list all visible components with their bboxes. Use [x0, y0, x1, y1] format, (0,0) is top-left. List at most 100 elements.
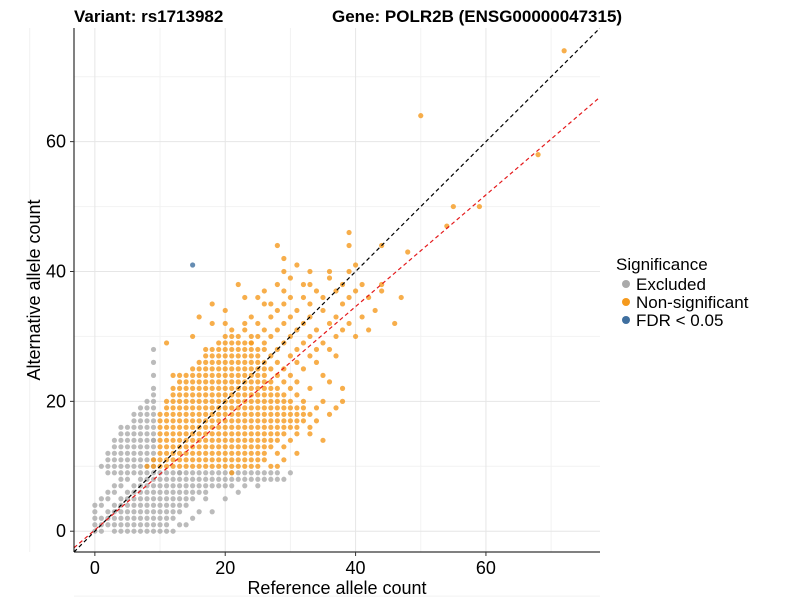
point-non-significant	[307, 424, 313, 430]
point-excluded	[287, 470, 293, 476]
point-non-significant	[294, 346, 300, 353]
point-excluded	[150, 411, 157, 417]
point-non-significant	[261, 411, 267, 417]
point-non-significant	[248, 450, 254, 456]
point-non-significant	[287, 418, 293, 424]
point-non-significant	[268, 463, 274, 469]
point-non-significant	[287, 405, 293, 411]
point-non-significant	[183, 457, 189, 463]
point-excluded	[131, 411, 137, 417]
point-excluded	[176, 476, 183, 482]
y-tick-label: 60	[46, 132, 66, 152]
point-non-significant	[163, 418, 170, 424]
point-non-significant	[248, 437, 254, 443]
point-non-significant	[190, 405, 196, 411]
point-excluded	[235, 470, 241, 476]
point-non-significant	[274, 418, 280, 424]
point-excluded	[118, 450, 124, 456]
point-excluded	[111, 502, 118, 508]
point-excluded	[105, 470, 111, 476]
point-non-significant	[235, 359, 241, 365]
identity-line	[74, 28, 600, 552]
point-excluded	[157, 496, 163, 502]
point-non-significant	[216, 366, 222, 372]
point-non-significant	[222, 366, 228, 372]
point-non-significant	[359, 281, 365, 288]
point-non-significant	[176, 463, 183, 469]
legend-key-excluded	[622, 280, 630, 288]
point-excluded	[131, 470, 137, 476]
point-non-significant	[170, 444, 176, 450]
point-excluded	[203, 496, 209, 502]
point-non-significant	[450, 203, 456, 210]
point-excluded	[118, 496, 124, 502]
point-non-significant	[372, 307, 378, 314]
point-excluded	[222, 470, 228, 476]
point-non-significant	[196, 444, 202, 450]
y-tick-label: 0	[56, 521, 66, 541]
point-non-significant	[235, 444, 241, 450]
point-excluded	[144, 444, 150, 450]
point-non-significant	[242, 450, 248, 456]
point-non-significant	[339, 385, 346, 391]
point-excluded	[157, 509, 163, 515]
point-excluded	[137, 515, 144, 521]
point-non-significant	[242, 366, 248, 372]
point-non-significant	[216, 379, 222, 385]
point-excluded	[111, 528, 118, 534]
point-non-significant	[203, 450, 209, 456]
point-non-significant	[242, 392, 248, 398]
point-non-significant	[242, 431, 248, 437]
point-non-significant	[274, 398, 280, 404]
point-non-significant	[216, 346, 222, 353]
point-excluded	[137, 457, 144, 463]
point-excluded	[150, 424, 157, 430]
point-excluded	[124, 431, 131, 437]
point-non-significant	[170, 431, 176, 437]
point-excluded	[268, 476, 274, 482]
point-excluded	[137, 528, 144, 534]
point-non-significant	[248, 418, 254, 424]
point-non-significant	[287, 353, 293, 359]
point-non-significant	[248, 333, 254, 340]
gene-title: Gene: POLR2B (ENSG00000047315)	[332, 7, 622, 26]
point-non-significant	[190, 333, 196, 340]
point-non-significant	[235, 418, 241, 424]
point-excluded	[183, 470, 189, 476]
point-non-significant	[157, 431, 163, 437]
point-excluded	[176, 483, 183, 489]
point-non-significant	[222, 307, 228, 314]
point-non-significant	[216, 340, 222, 346]
point-non-significant	[261, 405, 267, 411]
point-non-significant	[222, 463, 228, 469]
point-non-significant	[216, 398, 222, 404]
point-excluded	[131, 437, 137, 443]
point-excluded	[157, 522, 163, 528]
point-non-significant	[229, 431, 235, 437]
point-non-significant	[229, 353, 235, 359]
point-excluded	[124, 450, 131, 456]
point-excluded	[124, 509, 131, 515]
point-non-significant	[235, 353, 241, 359]
point-non-significant	[255, 424, 261, 430]
point-excluded	[255, 483, 261, 489]
point-non-significant	[196, 457, 202, 463]
point-non-significant	[300, 281, 307, 288]
point-excluded	[196, 476, 202, 482]
point-non-significant	[235, 333, 241, 340]
point-excluded	[131, 424, 137, 430]
point-non-significant	[287, 314, 293, 320]
point-non-significant	[398, 294, 404, 301]
point-non-significant	[300, 366, 307, 372]
point-excluded	[131, 444, 137, 450]
point-excluded	[137, 463, 144, 469]
point-non-significant	[209, 379, 215, 385]
point-excluded	[105, 522, 111, 528]
point-non-significant	[261, 327, 267, 333]
point-excluded	[92, 502, 98, 508]
point-non-significant	[190, 372, 196, 378]
legend-label: Excluded	[636, 275, 706, 294]
point-excluded	[190, 515, 196, 521]
point-non-significant	[255, 385, 261, 391]
point-non-significant	[203, 366, 209, 372]
